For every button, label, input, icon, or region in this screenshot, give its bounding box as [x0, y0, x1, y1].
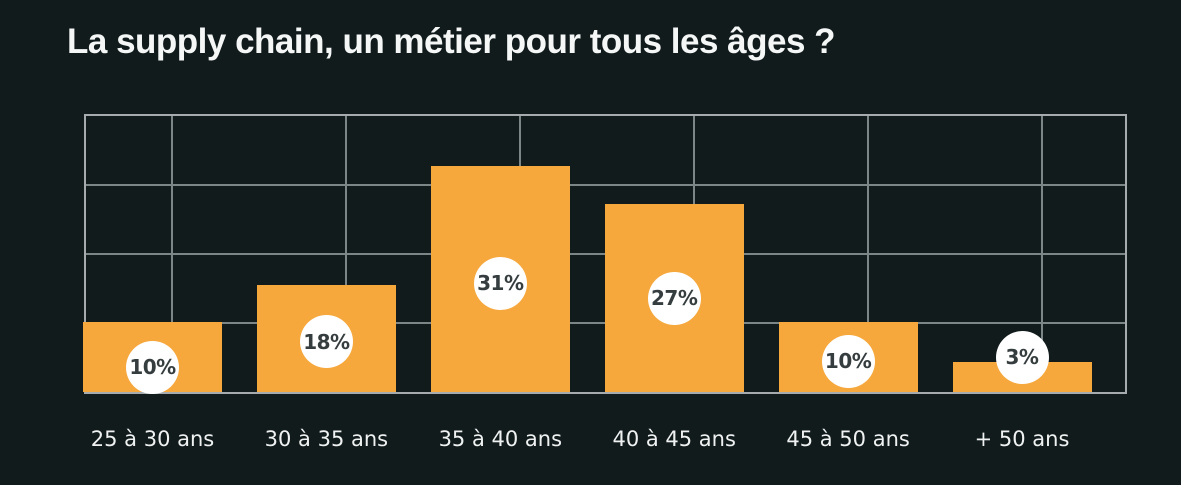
x-axis-label: 25 à 30 ans	[90, 427, 215, 451]
bar-value-badge: 18%	[299, 315, 353, 368]
bar-value-badge: 10%	[821, 334, 875, 388]
x-axis-label: 40 à 45 ans	[612, 427, 736, 451]
bar-value-badge: 27%	[647, 271, 701, 325]
gridline-v	[171, 116, 173, 392]
bar-value-badge: 3%	[995, 330, 1049, 384]
gridline-v	[344, 116, 347, 392]
x-axis-label: + 50 ans	[974, 427, 1070, 451]
bar-value-badge: 31%	[473, 256, 527, 310]
gridline-v	[866, 116, 869, 392]
x-axis-label: 35 à 40 ans	[438, 427, 563, 451]
gridline-h	[86, 184, 1125, 186]
x-axis-label: 30 à 35 ans	[264, 427, 389, 451]
gridline-v	[1040, 116, 1043, 392]
plot-area: 10% 18% 31% 27% 10% 3%	[83, 114, 1127, 394]
x-axis-label: 45 à 50 ans	[786, 427, 910, 451]
chart-title: La supply chain, un métier pour tous les…	[67, 22, 836, 61]
bar-value-badge: 10%	[126, 340, 179, 394]
